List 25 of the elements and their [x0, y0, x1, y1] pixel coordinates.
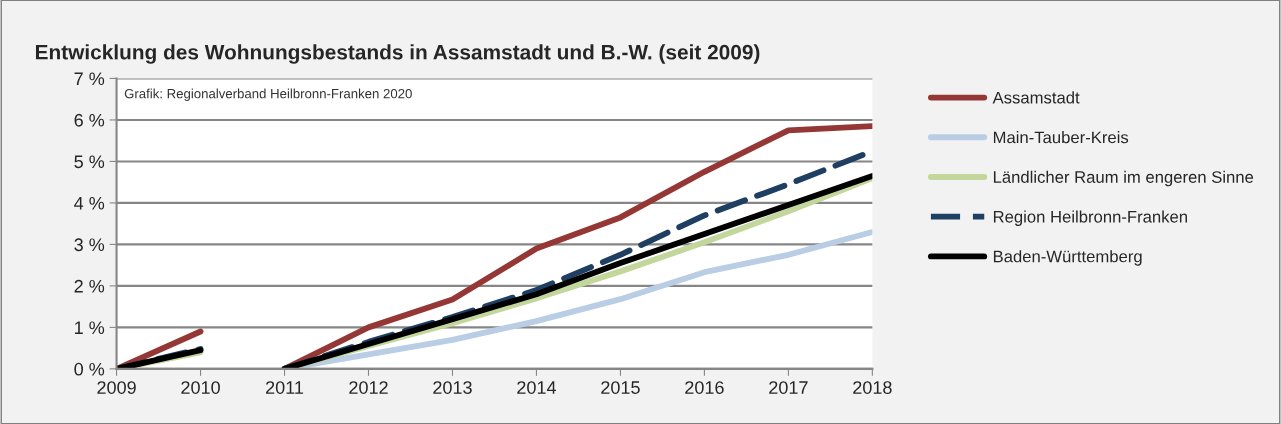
- y-tick-label: 7 %: [74, 72, 105, 86]
- y-tick-label: 3 %: [74, 238, 105, 252]
- y-tick-label: 4 %: [74, 196, 105, 210]
- legend-label: Region Heilbronn-Franken: [993, 210, 1187, 226]
- x-tick-label: 2014: [517, 381, 557, 394]
- annotation: Grafik: Regionalverband Heilbronn-Franken 2020: [124, 88, 412, 101]
- y-tick-label: 2 %: [74, 279, 105, 293]
- x-tick-label: 2010: [181, 381, 220, 394]
- y-tick-label: 1 %: [75, 321, 105, 335]
- y-tick-label: 5 %: [74, 155, 105, 169]
- chart-title: Entwicklung des Wohnungsbestands in Assamstadt und B.-W. (seit 2009): [35, 44, 760, 64]
- x-tick-label: 2011: [266, 381, 304, 394]
- y-tick-label: 6 %: [74, 113, 105, 127]
- x-tick-label: 2012: [349, 381, 388, 394]
- legend-label: Assamstadt: [992, 91, 1080, 104]
- x-tick-label: 2016: [685, 381, 724, 394]
- x-tick-label: 2013: [433, 381, 472, 394]
- x-tick-label: 2017: [769, 381, 808, 394]
- x-tick-label: 2018: [853, 381, 892, 394]
- y-tick-label: 0 %: [74, 362, 105, 376]
- legend-label: Ländlicher Raum im engeren Sinne: [993, 170, 1254, 187]
- legend-label: Baden-Württemberg: [993, 250, 1142, 266]
- x-tick-label: 2015: [601, 381, 640, 394]
- legend-label: Main-Tauber-Kreis: [993, 131, 1129, 144]
- x-tick-label: 2009: [97, 381, 136, 394]
